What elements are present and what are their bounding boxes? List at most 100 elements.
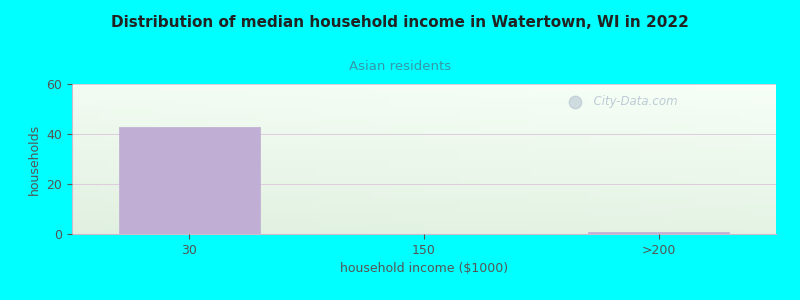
Bar bbox=[132, 84, 135, 234]
Bar bbox=[544, 84, 547, 234]
Bar bbox=[72, 105, 776, 106]
Bar bbox=[72, 129, 776, 130]
Bar bbox=[480, 84, 484, 234]
Bar bbox=[213, 84, 216, 234]
Bar bbox=[72, 114, 776, 115]
Bar bbox=[142, 84, 146, 234]
Bar bbox=[333, 84, 336, 234]
Bar bbox=[603, 84, 607, 234]
Bar bbox=[417, 84, 421, 234]
Bar bbox=[72, 173, 776, 174]
Bar bbox=[621, 84, 625, 234]
Bar bbox=[100, 84, 104, 234]
Bar bbox=[118, 84, 122, 234]
Bar bbox=[72, 160, 776, 161]
Bar bbox=[738, 84, 741, 234]
Bar bbox=[72, 89, 776, 90]
Bar bbox=[474, 84, 477, 234]
Bar bbox=[72, 167, 776, 168]
Bar bbox=[72, 107, 776, 108]
Bar bbox=[318, 84, 322, 234]
Bar bbox=[72, 190, 776, 191]
Bar bbox=[522, 84, 526, 234]
Bar bbox=[72, 226, 776, 227]
Bar bbox=[223, 84, 227, 234]
Bar bbox=[386, 84, 389, 234]
Bar bbox=[72, 131, 776, 132]
Bar bbox=[635, 84, 638, 234]
Bar bbox=[695, 84, 698, 234]
Bar bbox=[72, 164, 776, 165]
Bar bbox=[741, 84, 744, 234]
Bar bbox=[266, 84, 269, 234]
Bar bbox=[72, 192, 776, 193]
Bar bbox=[72, 168, 776, 169]
Bar bbox=[449, 84, 452, 234]
Bar bbox=[537, 84, 540, 234]
Bar bbox=[72, 176, 776, 177]
Bar bbox=[72, 218, 776, 219]
Bar bbox=[72, 169, 776, 170]
Bar bbox=[723, 84, 726, 234]
Bar bbox=[588, 232, 729, 234]
Bar bbox=[72, 183, 776, 184]
Bar bbox=[726, 84, 730, 234]
Bar bbox=[674, 84, 678, 234]
Bar bbox=[72, 120, 776, 121]
Bar bbox=[72, 145, 776, 146]
Bar bbox=[72, 156, 776, 157]
Bar bbox=[638, 84, 642, 234]
Bar bbox=[72, 220, 776, 221]
Bar bbox=[198, 84, 202, 234]
Bar bbox=[72, 122, 776, 123]
Bar bbox=[72, 142, 776, 143]
Bar bbox=[308, 84, 311, 234]
Bar bbox=[530, 84, 533, 234]
Bar bbox=[72, 204, 776, 205]
Bar bbox=[72, 189, 776, 190]
Bar bbox=[72, 85, 776, 86]
Bar bbox=[206, 84, 210, 234]
Bar bbox=[72, 128, 776, 129]
Bar bbox=[72, 182, 776, 183]
Bar bbox=[283, 84, 286, 234]
Bar bbox=[72, 196, 776, 197]
Bar bbox=[230, 84, 234, 234]
Bar bbox=[72, 170, 776, 171]
Bar bbox=[72, 109, 776, 110]
Bar bbox=[139, 84, 142, 234]
Bar bbox=[72, 93, 776, 94]
Bar bbox=[512, 84, 515, 234]
Bar bbox=[304, 84, 308, 234]
Bar bbox=[354, 84, 357, 234]
Bar bbox=[374, 84, 378, 234]
Bar bbox=[72, 177, 776, 178]
Bar bbox=[72, 124, 776, 125]
Bar bbox=[72, 208, 776, 209]
Bar bbox=[72, 197, 776, 198]
Bar bbox=[406, 84, 410, 234]
Bar bbox=[72, 219, 776, 220]
Bar bbox=[72, 84, 776, 85]
Bar bbox=[72, 87, 776, 88]
Bar bbox=[72, 206, 776, 207]
Bar bbox=[670, 84, 674, 234]
Bar bbox=[72, 90, 776, 91]
Bar bbox=[72, 175, 776, 176]
Bar bbox=[178, 84, 181, 234]
Bar bbox=[170, 84, 174, 234]
Bar bbox=[72, 121, 776, 122]
Bar bbox=[72, 232, 776, 233]
Bar bbox=[72, 134, 776, 135]
Bar bbox=[72, 186, 776, 187]
Bar bbox=[86, 84, 90, 234]
Bar bbox=[72, 136, 776, 137]
Bar bbox=[72, 108, 776, 109]
Bar bbox=[72, 95, 776, 96]
Bar bbox=[389, 84, 392, 234]
Bar bbox=[72, 200, 776, 201]
Bar bbox=[72, 223, 776, 224]
Bar bbox=[160, 84, 163, 234]
Bar bbox=[734, 84, 738, 234]
Bar bbox=[509, 84, 512, 234]
